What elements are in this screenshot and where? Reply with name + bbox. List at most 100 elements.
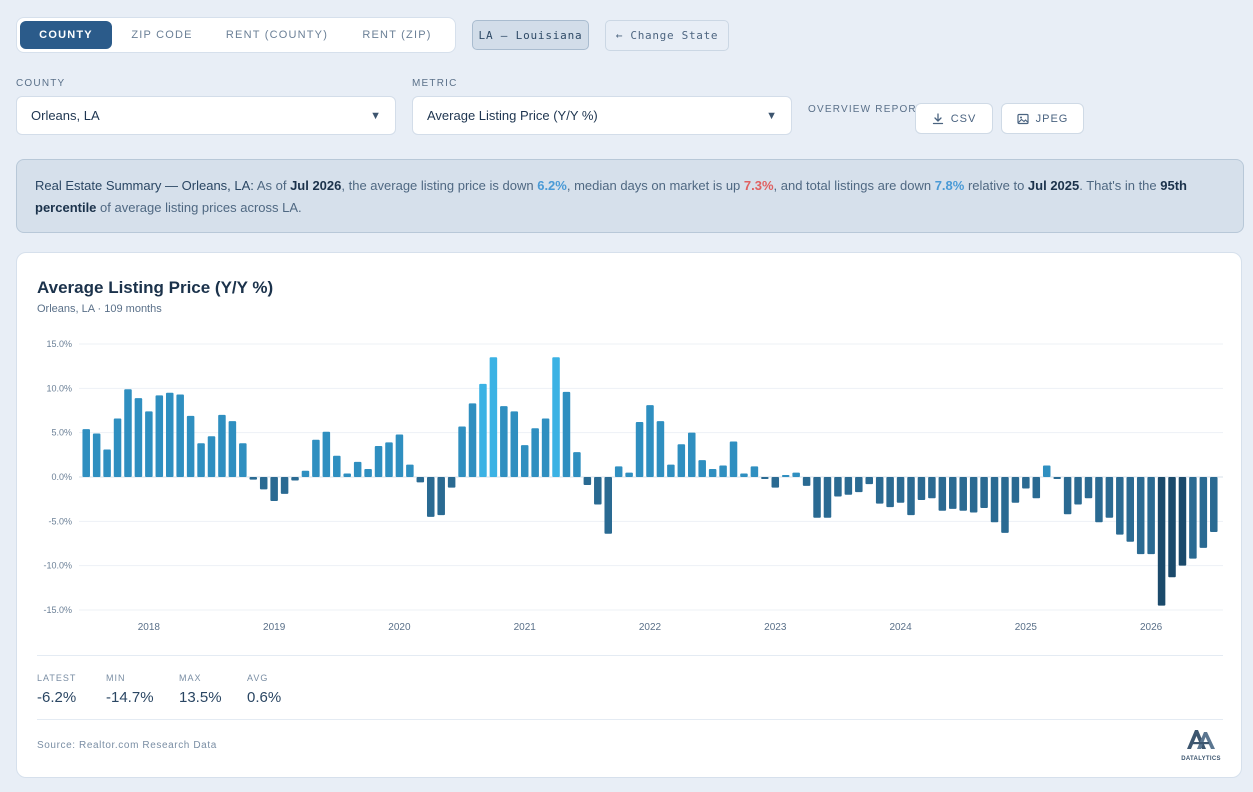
chart-bar [656,421,665,477]
metric-label: METRIC [412,78,458,89]
summary-text: of average listing prices across LA. [96,200,302,215]
chart-bar [1105,477,1114,518]
chart-bar [343,473,351,477]
stat-value: 13.5% [179,689,222,706]
chart-bar [1189,477,1197,559]
stat-label: AVG [247,673,269,683]
chart-bar [270,477,278,501]
chart-bar [625,472,633,477]
stat-value: -6.2% [37,689,77,706]
summary-listings-change: 7.8% [934,178,965,193]
chart-bar [928,477,936,499]
y-tick-label: -15.0% [43,605,72,615]
summary-text: As of [253,178,291,193]
chart-bar [92,433,101,477]
chart-bar [886,477,894,508]
chart-bar [541,418,550,477]
chart-bar [458,426,466,477]
chart-bar [353,461,362,477]
metric-select[interactable]: Average Listing Price (Y/Y %) ▼ [412,96,792,135]
chart-bar [583,477,592,485]
real-estate-summary: Real Estate Summary — Orleans, LA: As of… [16,159,1244,233]
overview-report-label: OVERVIEW REPORT [808,104,924,115]
chart-bar [594,477,602,505]
x-tick-label: 2019 [263,622,286,633]
x-tick-label: 2026 [1140,622,1163,633]
chart-bar [239,443,247,477]
chart-bar [1199,477,1208,548]
chart-bar [604,477,612,534]
chart-bar [771,477,780,488]
chart-bar [667,464,675,477]
chevron-down-icon: ▼ [766,110,777,122]
chart-bar [1147,477,1155,555]
chart-bar [1095,477,1103,523]
chart-bar [1168,477,1176,578]
tab-rent-zip[interactable]: RENT (ZIP) [362,29,432,41]
chart-bar [489,357,498,477]
chart-bar [312,439,320,477]
chart-bar [969,477,978,513]
chart-bar [802,477,811,486]
tab-rent-county[interactable]: RENT (COUNTY) [225,29,329,41]
y-tick-label: -10.0% [43,561,72,571]
csv-export-button[interactable]: CSV [915,103,993,134]
chart-bar [374,445,383,477]
change-state-button[interactable]: ← Change State [605,20,729,51]
logo-text: DATALYTICS [1181,756,1221,762]
chart-bar [990,477,999,523]
chart-bar [416,477,425,483]
chart-bar [437,477,445,516]
state-badge[interactable]: LA — Louisiana [472,20,589,50]
stat-label: MIN [106,673,126,683]
summary-text: . That's in the [1079,178,1161,193]
divider [37,719,1223,720]
datalytics-logo: DATALYTICS [1172,728,1230,762]
x-tick-label: 2021 [514,622,537,633]
chart-bar [291,477,299,481]
county-select[interactable]: Orleans, LA ▼ [16,96,396,135]
chart-bar [708,469,717,477]
image-icon [1017,113,1029,124]
stat-latest: LATEST -6.2% [37,673,76,706]
chart-bar [823,477,832,518]
summary-percentile: 95th percentile [35,178,1187,215]
chart-bar [1178,477,1187,566]
csv-label: CSV [950,112,977,125]
chart-bar [865,477,874,485]
stat-label: LATEST [37,673,77,683]
summary-dom-change: 7.3% [743,178,774,193]
chart-bar [646,405,654,477]
y-tick-label: 10.0% [46,383,72,393]
chart-bar [1210,477,1218,532]
chart-bar [406,464,414,477]
stat-max: MAX 13.5% [179,673,222,706]
chart-bar [531,428,539,477]
chart-bar [176,394,184,477]
tab-zip-code[interactable]: ZIP CODE [131,29,193,41]
chevron-down-icon: ▼ [370,110,381,122]
chart-bar [280,477,289,494]
chart-bar [301,470,310,477]
tab-county[interactable]: COUNTY [20,21,112,49]
jpeg-export-button[interactable]: JPEG [1001,103,1084,134]
chart-bar [855,477,863,493]
summary-text: , median days on market is up [566,178,744,193]
view-tabs: COUNTY ZIP CODE RENT (COUNTY) RENT (ZIP) [16,17,456,53]
chart-bar [573,452,581,477]
x-tick-label: 2023 [764,622,787,633]
chart-bar [781,475,790,477]
download-icon [932,112,943,124]
chart-bar [218,414,226,477]
chart-bar [510,411,519,477]
chart-bar [134,398,143,477]
chart-bar [113,418,122,477]
chart-bar [155,395,164,477]
chart-bar [479,383,487,477]
chart-bar [364,469,372,477]
divider [37,655,1223,656]
chart-bar [249,477,258,480]
summary-text: , and total listings are down [773,178,935,193]
chart-bar [740,473,748,477]
chart-bar [761,477,769,479]
